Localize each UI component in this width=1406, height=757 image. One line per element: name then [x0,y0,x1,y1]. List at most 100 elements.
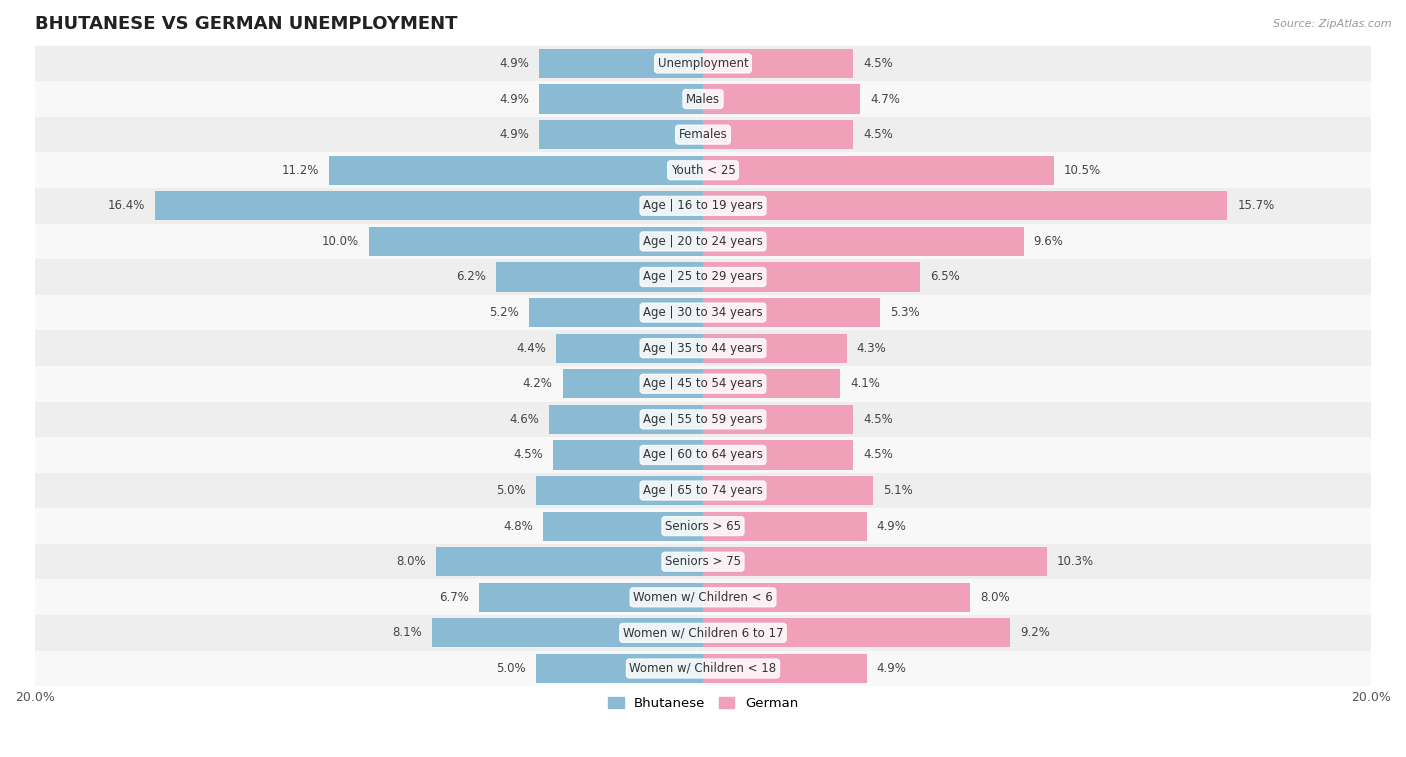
Text: 11.2%: 11.2% [281,164,319,176]
Legend: Bhutanese, German: Bhutanese, German [602,691,804,715]
Text: 5.2%: 5.2% [489,306,519,319]
Bar [703,476,873,505]
Bar [155,192,703,220]
Bar [329,156,703,185]
Text: 9.2%: 9.2% [1021,626,1050,640]
Bar [35,45,1371,81]
Text: Women w/ Children < 18: Women w/ Children < 18 [630,662,776,675]
Bar [479,583,703,612]
Text: 10.3%: 10.3% [1057,555,1094,569]
Text: 10.0%: 10.0% [322,235,359,248]
Text: 8.0%: 8.0% [980,590,1010,604]
Bar [433,618,703,647]
Bar [436,547,703,576]
Bar [35,651,1371,687]
Bar [35,366,1371,401]
Text: 5.3%: 5.3% [890,306,920,319]
Text: Youth < 25: Youth < 25 [671,164,735,176]
Bar [35,294,1371,330]
Text: 6.5%: 6.5% [931,270,960,283]
Bar [35,259,1371,294]
Text: Age | 35 to 44 years: Age | 35 to 44 years [643,341,763,355]
Bar [35,508,1371,544]
Bar [703,85,860,114]
Bar [536,654,703,683]
Bar [703,618,1011,647]
Text: 6.7%: 6.7% [439,590,470,604]
Text: 15.7%: 15.7% [1237,199,1275,212]
Text: Women w/ Children 6 to 17: Women w/ Children 6 to 17 [623,626,783,640]
Bar [35,472,1371,508]
Bar [368,227,703,256]
Text: 5.1%: 5.1% [883,484,912,497]
Text: Males: Males [686,92,720,105]
Bar [35,330,1371,366]
Bar [703,156,1053,185]
Text: 4.9%: 4.9% [499,128,529,141]
Bar [703,263,920,291]
Text: Age | 65 to 74 years: Age | 65 to 74 years [643,484,763,497]
Bar [553,441,703,469]
Text: 4.5%: 4.5% [863,448,893,462]
Bar [536,476,703,505]
Bar [540,120,703,149]
Bar [35,615,1371,651]
Text: Females: Females [679,128,727,141]
Text: 4.4%: 4.4% [516,341,546,355]
Text: Unemployment: Unemployment [658,57,748,70]
Text: Age | 60 to 64 years: Age | 60 to 64 years [643,448,763,462]
Text: 4.5%: 4.5% [863,128,893,141]
Bar [35,580,1371,615]
Text: Age | 45 to 54 years: Age | 45 to 54 years [643,377,763,391]
Bar [35,188,1371,223]
Bar [35,437,1371,472]
Text: 9.6%: 9.6% [1033,235,1063,248]
Text: Women w/ Children < 6: Women w/ Children < 6 [633,590,773,604]
Bar [703,547,1047,576]
Text: 10.5%: 10.5% [1064,164,1101,176]
Bar [529,298,703,327]
Bar [703,512,866,540]
Text: Source: ZipAtlas.com: Source: ZipAtlas.com [1274,19,1392,29]
Bar [35,544,1371,580]
Text: 4.1%: 4.1% [851,377,880,391]
Bar [703,405,853,434]
Text: 4.9%: 4.9% [499,92,529,105]
Text: Age | 30 to 34 years: Age | 30 to 34 years [643,306,763,319]
Bar [543,512,703,540]
Bar [703,120,853,149]
Text: 4.9%: 4.9% [877,519,907,533]
Text: 4.8%: 4.8% [503,519,533,533]
Text: 4.5%: 4.5% [863,57,893,70]
Text: 4.6%: 4.6% [509,413,540,426]
Text: 8.0%: 8.0% [396,555,426,569]
Bar [555,334,703,363]
Bar [35,152,1371,188]
Text: Age | 55 to 59 years: Age | 55 to 59 years [643,413,763,426]
Text: Age | 20 to 24 years: Age | 20 to 24 years [643,235,763,248]
Text: 4.5%: 4.5% [863,413,893,426]
Text: 8.1%: 8.1% [392,626,422,640]
Bar [703,654,866,683]
Bar [540,85,703,114]
Bar [703,334,846,363]
Bar [703,583,970,612]
Bar [703,441,853,469]
Text: BHUTANESE VS GERMAN UNEMPLOYMENT: BHUTANESE VS GERMAN UNEMPLOYMENT [35,15,457,33]
Bar [35,117,1371,152]
Text: 6.2%: 6.2% [456,270,486,283]
Text: 4.3%: 4.3% [856,341,886,355]
Bar [35,401,1371,437]
Bar [703,49,853,78]
Bar [540,49,703,78]
Text: Seniors > 75: Seniors > 75 [665,555,741,569]
Text: Age | 16 to 19 years: Age | 16 to 19 years [643,199,763,212]
Text: 5.0%: 5.0% [496,484,526,497]
Text: 4.9%: 4.9% [499,57,529,70]
Text: 16.4%: 16.4% [108,199,145,212]
Text: 4.9%: 4.9% [877,662,907,675]
Text: 4.7%: 4.7% [870,92,900,105]
Bar [35,81,1371,117]
Text: 4.2%: 4.2% [523,377,553,391]
Bar [550,405,703,434]
